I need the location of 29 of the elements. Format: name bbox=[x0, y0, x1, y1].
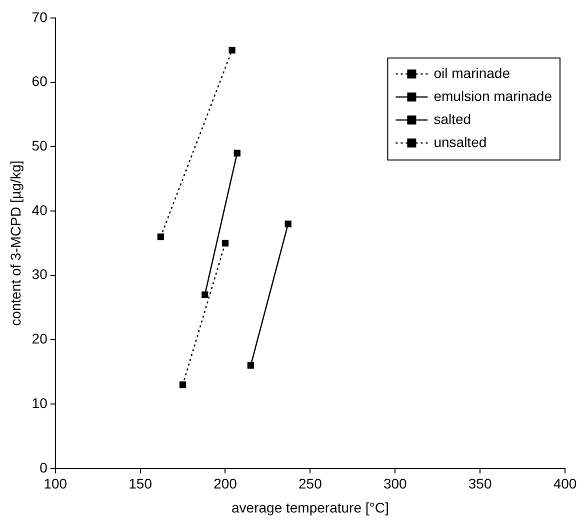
y-tick-label: 30 bbox=[32, 266, 48, 282]
point bbox=[234, 150, 240, 156]
x-tick-label: 350 bbox=[468, 476, 492, 492]
y-tick-label: 10 bbox=[32, 394, 48, 411]
x-tick-label: 150 bbox=[128, 476, 152, 492]
x-axis-title: average temperature [°C] bbox=[232, 499, 389, 516]
x-tick-label: 300 bbox=[383, 476, 408, 492]
legend-label: oil marinade bbox=[434, 64, 510, 81]
x-tick-label: 200 bbox=[214, 476, 238, 492]
y-axis-title: content of 3-MCPD [µg/kg] bbox=[7, 160, 24, 326]
point bbox=[222, 240, 229, 247]
y-tick-label: 50 bbox=[32, 138, 48, 154]
point bbox=[202, 291, 208, 298]
y-tick-label: 60 bbox=[32, 73, 48, 90]
point bbox=[157, 233, 164, 240]
x-tick-label: 100 bbox=[44, 476, 68, 492]
x-tick-label: 400 bbox=[553, 476, 577, 492]
legend-label: unsalted bbox=[434, 134, 487, 150]
y-tick-label: 20 bbox=[32, 330, 48, 347]
y-tick-label: 0 bbox=[40, 459, 48, 476]
legend-label: emulsion marinade bbox=[434, 88, 552, 104]
y-tick-label: 70 bbox=[32, 8, 48, 25]
point bbox=[179, 381, 186, 388]
point bbox=[228, 46, 236, 54]
x-tick-label: 250 bbox=[298, 476, 322, 492]
point bbox=[247, 362, 254, 369]
point bbox=[284, 220, 292, 228]
legend-label: salted bbox=[434, 110, 472, 127]
y-tick-label: 40 bbox=[32, 202, 48, 218]
